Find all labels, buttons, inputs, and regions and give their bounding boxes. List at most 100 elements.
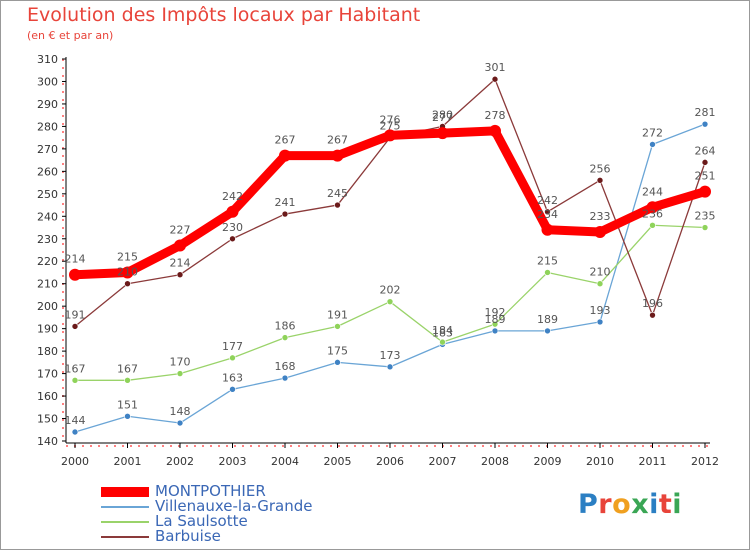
data-point-barbuise — [176, 271, 184, 279]
x-tick-label: 2009 — [534, 455, 562, 468]
data-label-montpothier: 267 — [275, 134, 296, 147]
data-point-villenauxe-la-grande — [491, 327, 499, 335]
legend-swatch-barbuise — [101, 535, 149, 538]
data-label-montpothier: 251 — [695, 170, 716, 183]
brand-letter: t — [658, 489, 673, 520]
data-label-la-saulsotte: 167 — [117, 362, 138, 375]
legend-item-barbuise: Barbuise — [101, 529, 313, 544]
y-tick-label: 240 — [37, 210, 58, 223]
data-label-montpothier: 244 — [642, 185, 663, 198]
data-label-villenauxe-la-grande: 168 — [275, 360, 296, 373]
data-label-montpothier: 214 — [65, 253, 86, 266]
data-label-villenauxe-la-grande: 163 — [222, 371, 243, 384]
data-point-barbuise — [701, 159, 709, 166]
data-label-villenauxe-la-grande: 189 — [537, 313, 558, 326]
data-label-montpothier: 227 — [170, 224, 191, 237]
data-point-barbuise — [71, 323, 79, 330]
y-tick-label: 270 — [37, 143, 58, 156]
data-point-montpothier — [121, 266, 134, 279]
y-tick-label: 200 — [37, 300, 58, 313]
data-label-villenauxe-la-grande: 183 — [432, 326, 453, 339]
data-point-villenauxe-la-grande — [71, 428, 79, 436]
data-label-montpothier: 267 — [327, 134, 348, 147]
data-label-barbuise: 245 — [327, 187, 348, 200]
brand-letter: P — [578, 489, 599, 520]
y-tick-label: 250 — [37, 188, 58, 201]
legend-label-montpothier: MONTPOTHIER — [155, 482, 266, 500]
data-label-la-saulsotte: 167 — [65, 362, 86, 375]
legend-item-villenauxe: Villenauxe-la-Grande — [101, 499, 313, 514]
data-label-la-saulsotte: 177 — [222, 340, 243, 353]
x-tick-label: 2003 — [219, 455, 247, 468]
legend-item-saulsotte: La Saulsotte — [101, 514, 313, 529]
brand-logo: Proxiti — [578, 489, 682, 520]
data-label-villenauxe-la-grande: 173 — [380, 349, 401, 362]
y-tick-label: 160 — [37, 390, 58, 403]
data-point-la-saulsotte — [386, 298, 394, 305]
chart-title: Evolution des Impôts locaux par Habitant — [27, 4, 421, 26]
data-label-villenauxe-la-grande: 175 — [327, 344, 348, 357]
data-label-barbuise: 241 — [275, 196, 296, 209]
data-label-barbuise: 242 — [537, 194, 558, 207]
y-tick-label: 150 — [37, 413, 58, 426]
data-point-villenauxe-la-grande — [386, 363, 394, 371]
brand-letter: r — [598, 489, 613, 520]
data-point-la-saulsotte — [281, 334, 289, 341]
data-point-villenauxe-la-grande — [596, 318, 604, 326]
data-label-la-saulsotte: 202 — [380, 284, 401, 297]
data-label-villenauxe-la-grande: 144 — [65, 414, 86, 427]
y-tick-label: 310 — [37, 53, 58, 66]
series-line-villenauxe-la-grande — [74, 123, 706, 433]
legend-swatch-montpothier — [101, 486, 149, 497]
y-tick-label: 280 — [37, 120, 58, 133]
data-label-montpothier: 278 — [485, 109, 506, 122]
data-point-barbuise — [649, 311, 656, 319]
y-tick-label: 300 — [37, 75, 58, 88]
data-label-villenauxe-la-grande: 272 — [642, 126, 663, 139]
data-point-montpothier — [174, 239, 186, 252]
data-label-barbuise: 230 — [222, 221, 243, 234]
y-tick-label: 290 — [37, 98, 58, 111]
data-point-villenauxe-la-grande — [176, 419, 184, 427]
data-point-montpothier — [699, 185, 711, 198]
legend-swatch-saulsotte — [101, 520, 149, 523]
data-point-villenauxe-la-grande — [544, 327, 551, 335]
series-line-montpothier — [70, 126, 710, 280]
data-point-barbuise — [544, 208, 551, 216]
x-tick-label: 2007 — [429, 455, 457, 468]
data-label-villenauxe-la-grande: 189 — [485, 313, 506, 326]
x-tick-label: 2006 — [376, 455, 404, 468]
data-label-montpothier: 242 — [222, 190, 243, 203]
y-tick-label: 180 — [37, 345, 58, 358]
data-point-barbuise — [124, 280, 131, 288]
data-label-la-saulsotte: 170 — [170, 356, 191, 369]
data-label-montpothier: 215 — [117, 250, 138, 263]
data-label-la-saulsotte: 215 — [537, 254, 558, 267]
legend-item-montpothier: MONTPOTHIER — [101, 484, 313, 499]
data-label-barbuise: 275 — [380, 120, 401, 133]
chart-subtitle: (en € et par an) — [27, 29, 114, 42]
legend-label-saulsotte: La Saulsotte — [155, 512, 248, 530]
y-tick-label: 220 — [37, 255, 58, 268]
data-label-la-saulsotte: 186 — [275, 320, 296, 333]
data-label-la-saulsotte: 191 — [327, 308, 348, 321]
data-label-barbuise: 214 — [170, 257, 191, 270]
data-label-barbuise: 196 — [642, 297, 663, 310]
data-point-la-saulsotte — [229, 354, 236, 362]
x-tick-label: 2012 — [691, 455, 719, 468]
data-point-barbuise — [334, 201, 341, 209]
data-label-barbuise: 256 — [590, 162, 611, 175]
data-point-villenauxe-la-grande — [649, 141, 656, 148]
data-point-villenauxe-la-grande — [124, 412, 131, 420]
data-point-la-saulsotte — [491, 320, 499, 328]
brand-letter: o — [612, 489, 632, 520]
data-point-la-saulsotte — [176, 370, 184, 377]
y-tick-label: 210 — [37, 278, 58, 291]
x-tick-label: 2010 — [586, 455, 614, 468]
data-point-montpothier — [436, 127, 449, 140]
data-label-barbuise: 280 — [432, 108, 453, 121]
brand-letter: i — [649, 489, 659, 520]
data-point-villenauxe-la-grande — [229, 386, 236, 393]
data-point-montpothier — [541, 223, 554, 236]
data-label-villenauxe-la-grande: 151 — [117, 398, 138, 411]
